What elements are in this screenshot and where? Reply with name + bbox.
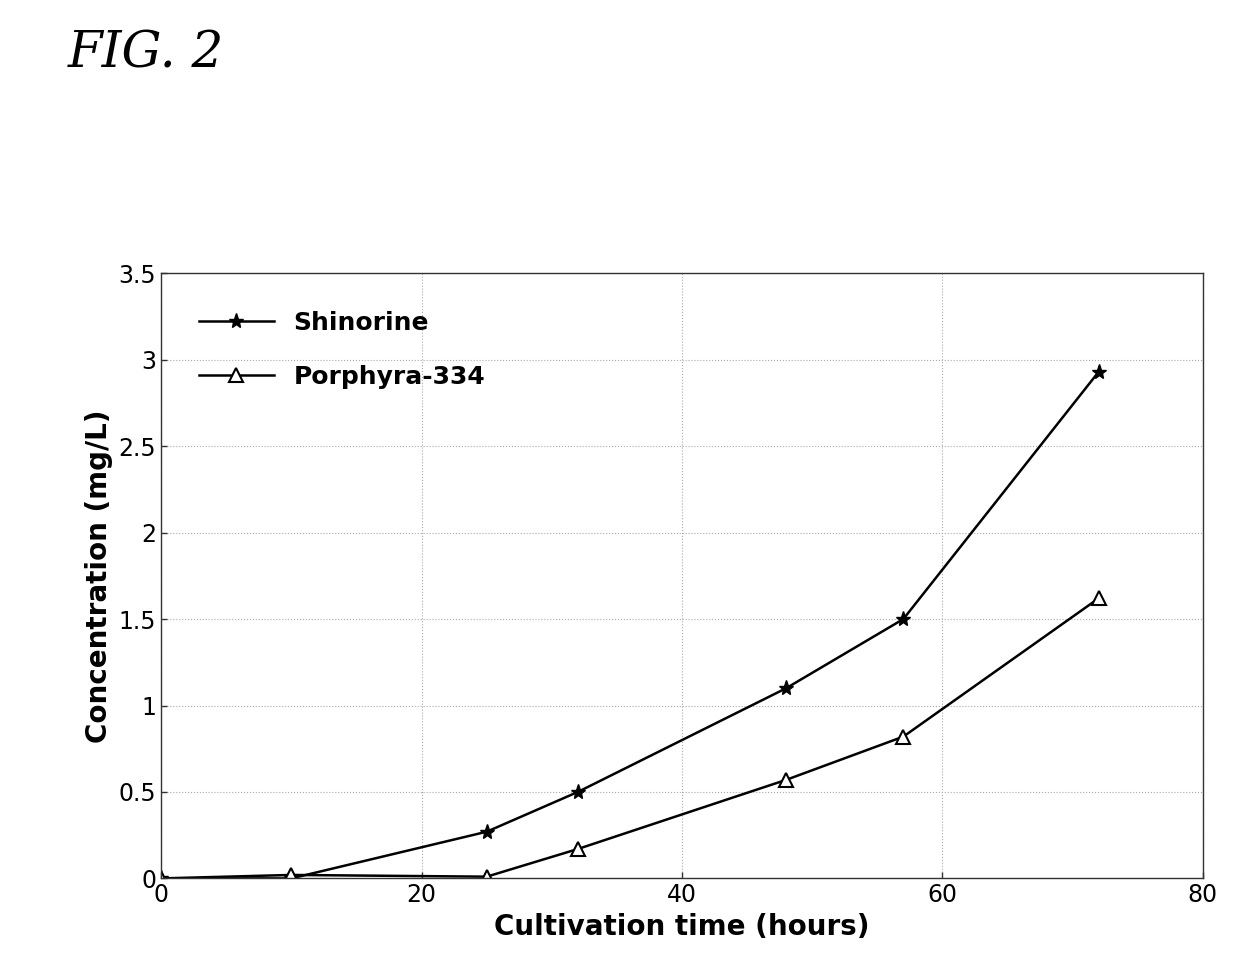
Y-axis label: Concentration (mg/L): Concentration (mg/L): [86, 409, 113, 743]
Shinorine: [154, 873, 169, 884]
Text: FIG. 2: FIG. 2: [68, 29, 224, 79]
Shinorine: [895, 613, 910, 625]
Shinorine: [479, 826, 494, 837]
Shinorine: [1091, 366, 1106, 378]
Porphyra-334: [1091, 592, 1106, 604]
Porphyra-334: [284, 869, 299, 880]
Porphyra-334: [570, 843, 585, 855]
Shinorine: [570, 786, 585, 797]
Porphyra-334: [779, 774, 794, 786]
Porphyra-334: [479, 871, 494, 882]
Porphyra-334: [895, 731, 910, 743]
X-axis label: Cultivation time (hours): Cultivation time (hours): [495, 913, 869, 941]
Shinorine: [284, 873, 299, 884]
Line: Shinorine: Shinorine: [154, 364, 1106, 886]
Legend: Shinorine, Porphyra-334: Shinorine, Porphyra-334: [174, 286, 511, 414]
Shinorine: [779, 682, 794, 694]
Line: Porphyra-334: Porphyra-334: [154, 591, 1106, 885]
Porphyra-334: [154, 873, 169, 884]
